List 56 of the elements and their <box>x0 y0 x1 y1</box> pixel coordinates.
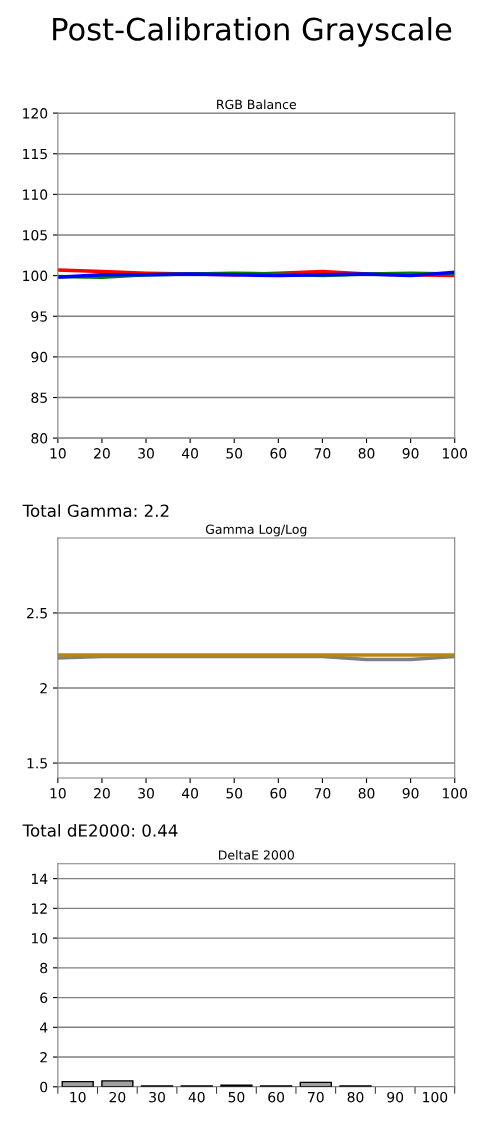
y-tick-label: 105 <box>23 229 47 241</box>
x-tick-label: 90 <box>402 448 419 459</box>
x-tick-label: 70 <box>308 1091 324 1103</box>
chart-title: Total dE2000: 0.44 <box>22 823 178 837</box>
x-tick-label: 50 <box>226 788 243 799</box>
x-tick-label: 20 <box>94 788 110 799</box>
y-tick-label: 95 <box>31 311 47 322</box>
y-tick-label: 85 <box>31 392 47 403</box>
chart-subtitle: Gamma Log/Log <box>205 524 307 537</box>
x-tick-label: 80 <box>358 448 375 459</box>
x-tick-label: 30 <box>149 1091 165 1103</box>
x-tick-label: 80 <box>358 788 375 799</box>
y-tick-label: 0 <box>40 1081 48 1093</box>
x-tick-label: 40 <box>188 1091 205 1103</box>
x-tick-label: 50 <box>228 1091 245 1103</box>
x-tick-label: 40 <box>181 448 199 459</box>
y-tick-label: 6 <box>40 992 48 1004</box>
x-tick-label: 10 <box>50 788 66 799</box>
y-tick-label: 8 <box>40 962 48 974</box>
x-tick-label: 20 <box>94 448 110 459</box>
x-tick-label: 80 <box>347 1091 364 1103</box>
x-tick-label: 90 <box>387 1091 404 1103</box>
x-tick-label: 10 <box>50 448 66 459</box>
x-tick-label: 70 <box>314 788 331 799</box>
x-tick-label: 60 <box>270 788 287 799</box>
y-tick-label: 4 <box>39 1022 48 1033</box>
y-tick-label: 90 <box>31 351 48 363</box>
x-tick-label: 30 <box>138 788 154 799</box>
chart-title: Total Gamma: 2.2 <box>22 504 169 518</box>
x-tick-label: 100 <box>442 448 468 459</box>
chart-subtitle: RGB Balance <box>217 99 296 110</box>
x-tick-label: 60 <box>270 448 287 459</box>
x-tick-label: 50 <box>226 448 243 459</box>
x-tick-label: 60 <box>268 1091 285 1103</box>
y-tick-label: 120 <box>23 108 48 119</box>
x-tick-label: 70 <box>314 448 331 459</box>
y-tick-label: 10 <box>31 933 48 944</box>
y-tick-label: 2 <box>40 1052 47 1063</box>
y-tick-label: 14 <box>31 873 48 884</box>
chart-subtitle: DeltaE 2000 <box>218 850 294 860</box>
x-tick-label: 100 <box>423 1091 448 1103</box>
x-tick-label: 40 <box>181 788 199 799</box>
y-tick-label: 1.5 <box>27 758 47 769</box>
x-tick-label: 10 <box>70 1091 86 1103</box>
y-tick-label: 2.5 <box>27 607 47 619</box>
y-tick-label: 115 <box>23 148 47 160</box>
y-tick-label: 12 <box>31 903 47 914</box>
y-tick-label: 100 <box>23 270 48 282</box>
y-tick-label: 110 <box>23 189 48 200</box>
x-tick-label: 30 <box>138 448 154 459</box>
chart-title: Post-Calibration Grayscale <box>53 17 452 47</box>
x-tick-label: 100 <box>442 788 468 799</box>
y-tick-label: 2 <box>40 682 47 694</box>
x-tick-label: 20 <box>109 1091 126 1103</box>
y-tick-label: 80 <box>31 433 48 444</box>
x-tick-label: 90 <box>402 788 419 799</box>
